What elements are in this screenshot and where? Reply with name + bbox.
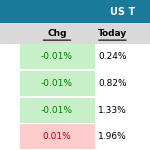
- Text: -0.01%: -0.01%: [41, 52, 73, 61]
- FancyBboxPatch shape: [20, 44, 94, 69]
- Text: Chg: Chg: [47, 29, 67, 38]
- Text: 0.01%: 0.01%: [43, 132, 71, 141]
- FancyBboxPatch shape: [0, 97, 150, 123]
- Text: 0.82%: 0.82%: [98, 79, 127, 88]
- Text: 1.96%: 1.96%: [98, 132, 127, 141]
- Text: 0.24%: 0.24%: [98, 52, 127, 61]
- Text: -0.01%: -0.01%: [41, 79, 73, 88]
- FancyBboxPatch shape: [20, 98, 94, 123]
- FancyBboxPatch shape: [0, 23, 150, 44]
- Text: 1.33%: 1.33%: [98, 106, 127, 115]
- FancyBboxPatch shape: [0, 70, 150, 97]
- FancyBboxPatch shape: [20, 71, 94, 96]
- FancyBboxPatch shape: [20, 124, 94, 149]
- Text: US T: US T: [110, 7, 136, 17]
- FancyBboxPatch shape: [0, 0, 150, 23]
- Text: -0.01%: -0.01%: [41, 106, 73, 115]
- FancyBboxPatch shape: [0, 44, 150, 70]
- Text: Today: Today: [98, 29, 127, 38]
- FancyBboxPatch shape: [0, 123, 150, 150]
